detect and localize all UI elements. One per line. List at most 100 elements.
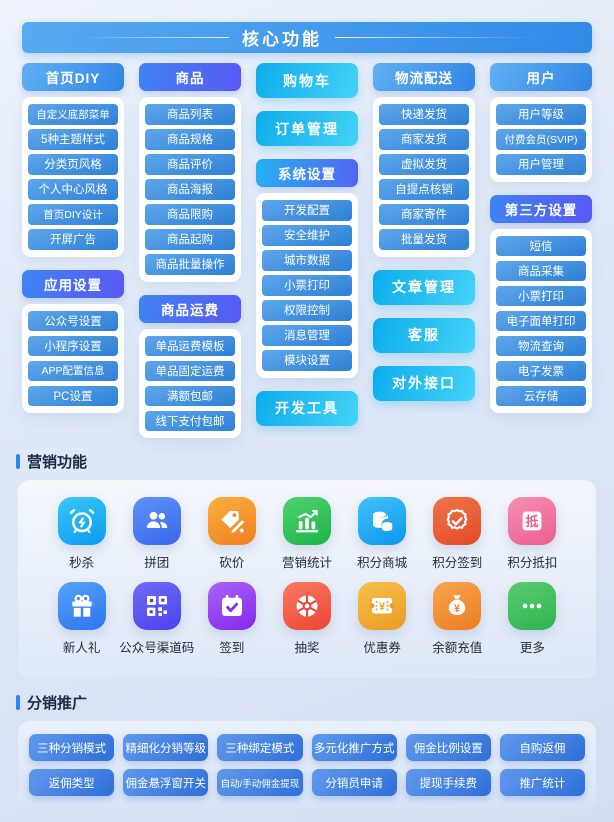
feature-item-button[interactable]: 小票打印	[262, 275, 352, 296]
feature-item-button[interactable]: 云存储	[496, 385, 586, 406]
feature-item-button[interactable]: 商品列表	[145, 104, 235, 125]
feature-item-button[interactable]: 线下支付包邮	[145, 410, 235, 431]
app-tile-button[interactable]	[282, 497, 331, 545]
feature-item-button[interactable]: 城市数据	[262, 250, 352, 271]
app-tile-button[interactable]	[207, 497, 256, 545]
solo-feature-button[interactable]: 订单管理	[256, 111, 358, 146]
app-tile-button[interactable]	[57, 582, 106, 630]
marketing-feature: 新人礼	[44, 582, 119, 656]
feature-item-button[interactable]: 短信	[496, 235, 586, 256]
distribution-feature-button[interactable]: 提现手续费	[405, 769, 491, 796]
feature-item-button[interactable]: 消息管理	[262, 325, 352, 346]
feature-item-button[interactable]: 模块设置	[262, 350, 352, 371]
feature-item-button[interactable]: 小程序设置	[28, 335, 118, 356]
feature-item-button[interactable]: 首页DIY设计	[28, 204, 118, 225]
feature-item-button[interactable]: 物流查询	[496, 335, 586, 356]
distribution-feature-button[interactable]: 多元化推广方式	[311, 734, 397, 761]
feature-item-button[interactable]: 分类页风格	[28, 154, 118, 175]
solo-feature-button[interactable]: 开发工具	[256, 390, 358, 426]
feature-item-button[interactable]: 单品固定运费	[145, 360, 235, 381]
group-header-button[interactable]: 商品	[139, 63, 241, 91]
marketing-row: 新人礼 公众号渠道码 签到 抽奖 ¥ 优惠券 ¥ 余额充值 更多	[44, 582, 570, 656]
feature-item-button[interactable]: 用户等级	[496, 104, 586, 125]
app-tile-button[interactable]	[207, 582, 256, 630]
feature-item-button[interactable]: 商品采集	[496, 260, 586, 281]
feature-item-button[interactable]: 商品批量操作	[145, 254, 235, 275]
feature-item-button[interactable]: 公众号设置	[28, 310, 118, 331]
distribution-feature-button[interactable]: 自动/手动佣金提现	[217, 769, 303, 796]
app-tile-button[interactable]: 抵	[508, 497, 557, 545]
alarm-clock-icon	[67, 506, 97, 536]
feature-item-button[interactable]: 商品限购	[145, 204, 235, 225]
distribution-feature-button[interactable]: 佣金比例设置	[405, 734, 491, 761]
feature-item-button[interactable]: 商品规格	[145, 129, 235, 150]
feature-item-button[interactable]: 商家发货	[379, 129, 469, 150]
distribution-feature-button[interactable]: 分销员申请	[311, 769, 397, 796]
feature-item-button[interactable]: 开屏广告	[28, 229, 118, 250]
core-column: 物流配送快递发货商家发货虚拟发货自提点核销商家寄件批量发货文章管理客服对外接口	[373, 63, 475, 401]
core-column: 用户用户等级付费会员(SVIP) 用户管理第三方设置短信商品采集小票打印电子面单打…	[490, 63, 592, 413]
feature-item-button[interactable]: 单品运费模板	[145, 335, 235, 356]
feature-item-button[interactable]: 小票打印	[496, 285, 586, 306]
group-header-button[interactable]: 系统设置	[256, 159, 358, 187]
group-card: 用户等级付费会员(SVIP) 用户管理	[490, 97, 592, 182]
chart-stats-icon	[292, 506, 322, 536]
section-title-bar-icon	[16, 454, 20, 469]
feature-item-button[interactable]: 自定义底部菜单	[28, 104, 118, 125]
feature-item-button[interactable]: 商品海报	[145, 179, 235, 200]
app-tile-button[interactable]	[282, 582, 331, 630]
solo-feature-button[interactable]: 购物车	[256, 63, 358, 98]
feature-item-button[interactable]: APP配置信息	[28, 360, 118, 381]
feature-item-button[interactable]: 商品评价	[145, 154, 235, 175]
app-tile-button[interactable]	[433, 497, 482, 545]
app-tile-button[interactable]	[132, 497, 181, 545]
feature-item-button[interactable]: 电子面单打印	[496, 310, 586, 331]
solo-feature-button[interactable]: 文章管理	[373, 269, 475, 305]
feature-item-button[interactable]: 电子发票	[496, 360, 586, 381]
app-tile-button[interactable]	[57, 497, 106, 545]
group-header-button[interactable]: 用户	[490, 63, 592, 91]
app-tile-button[interactable]: ¥	[433, 582, 482, 630]
solo-feature-button[interactable]: 对外接口	[373, 365, 475, 401]
distribution-feature-button[interactable]: 三种分销模式	[29, 734, 115, 761]
feature-item-button[interactable]: 自提点核销	[379, 179, 469, 200]
marketing-feature: 拼团	[119, 497, 194, 571]
group-header-button[interactable]: 商品运费	[139, 294, 241, 323]
feature-item-button[interactable]: 商品起购	[145, 229, 235, 250]
distribution-feature-button[interactable]: 三种绑定模式	[217, 734, 303, 761]
distribution-feature-button[interactable]: 返佣类型	[29, 769, 115, 796]
bargain-tag-icon	[217, 506, 247, 536]
solo-feature-button[interactable]: 客服	[373, 317, 475, 353]
group-header-button[interactable]: 物流配送	[373, 63, 475, 91]
app-tile-button[interactable]	[132, 582, 181, 630]
app-tile-button[interactable]	[508, 582, 557, 630]
feature-item-button[interactable]: 批量发货	[379, 229, 469, 250]
feature-item-button[interactable]: 付费会员(SVIP)	[496, 129, 586, 150]
feature-item-button[interactable]: 商家寄件	[379, 204, 469, 225]
feature-item-button[interactable]: 安全维护	[262, 225, 352, 246]
distribution-feature-button[interactable]: 推广统计	[499, 769, 586, 796]
group-header-button[interactable]: 第三方设置	[490, 194, 592, 223]
distribution-feature-button[interactable]: 精细化分销等级	[123, 734, 209, 761]
distribution-feature-button[interactable]: 自购返佣	[499, 734, 586, 761]
app-tile-button[interactable]	[358, 497, 407, 545]
feature-item-button[interactable]: 个人中心风格	[28, 179, 118, 200]
balance-moneybag-icon: ¥	[442, 591, 472, 621]
feature-item-button[interactable]: 用户管理	[496, 154, 586, 175]
feature-item-button[interactable]: 5种主题样式	[28, 129, 118, 150]
distribution-feature-button[interactable]: 佣金悬浮窗开关	[123, 769, 209, 796]
feature-item-button[interactable]: 虚拟发货	[379, 154, 469, 175]
group-header-button[interactable]: 首页DIY	[22, 63, 124, 91]
app-tile-button[interactable]: ¥	[358, 582, 407, 630]
marketing-feature: 积分签到	[420, 497, 495, 571]
marketing-feature: 营销统计	[269, 497, 344, 571]
feature-item-button[interactable]: 权限控制	[262, 300, 352, 321]
feature-item-button[interactable]: PC设置	[28, 385, 118, 406]
app-tile-label: 抽奖	[294, 641, 320, 655]
marketing-feature: 公众号渠道码	[119, 582, 194, 656]
feature-item-button[interactable]: 开发配置	[262, 200, 352, 221]
feature-item-button[interactable]: 满额包邮	[145, 385, 235, 406]
feature-item-button[interactable]: 快递发货	[379, 104, 469, 125]
group-header-button[interactable]: 应用设置	[22, 269, 124, 298]
distribution-section-title-text: 分销推广	[27, 695, 88, 712]
